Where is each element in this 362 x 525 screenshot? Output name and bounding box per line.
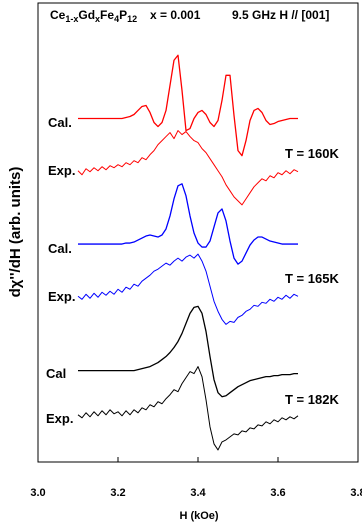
temperature-label: T = 182K <box>285 392 339 407</box>
x-tick-label: 3.4 <box>190 487 206 499</box>
series-label: Cal <box>46 366 66 381</box>
title-subscript: x <box>95 14 100 24</box>
x-tick-label: 3.0 <box>30 487 45 499</box>
x-tick-label: 3.8 <box>350 487 362 499</box>
series-label: Exp. <box>46 411 73 426</box>
temperature-label: T = 165K <box>285 271 339 286</box>
spectrum-line <box>77 130 299 206</box>
spectrum-line <box>77 253 299 325</box>
title-part: P <box>119 8 127 22</box>
series-label: Cal. <box>48 115 72 130</box>
title-subscript: 4 <box>114 14 119 24</box>
title-part: Ce <box>50 8 66 22</box>
chart-subtitle: x = 0.001 <box>150 8 201 22</box>
spectrum-line <box>78 54 298 157</box>
spectrum-line <box>78 305 298 398</box>
title-part: Fe <box>100 8 114 22</box>
series-label: Exp. <box>48 289 75 304</box>
x-axis-title: H (kOe) <box>179 510 218 522</box>
x-tick-label: 3.6 <box>270 487 285 499</box>
title-subscript: 1-x <box>65 14 78 24</box>
x-tick-label: 3.2 <box>110 487 125 499</box>
y-axis-title: dχ''/dH (arb. units) <box>7 167 24 298</box>
title-subscript: 12 <box>127 14 137 24</box>
title-part: Gd <box>78 8 95 22</box>
spectrum-line <box>78 183 298 265</box>
annotation: 9.5 GHz H // [001] <box>232 8 329 22</box>
spectrum-line <box>77 366 299 451</box>
temperature-label: T = 160K <box>285 146 339 161</box>
chart-title: Ce1-xGdxFe4P12 <box>50 8 137 24</box>
series-label: Cal. <box>48 241 72 256</box>
series-label: Exp. <box>48 163 75 178</box>
